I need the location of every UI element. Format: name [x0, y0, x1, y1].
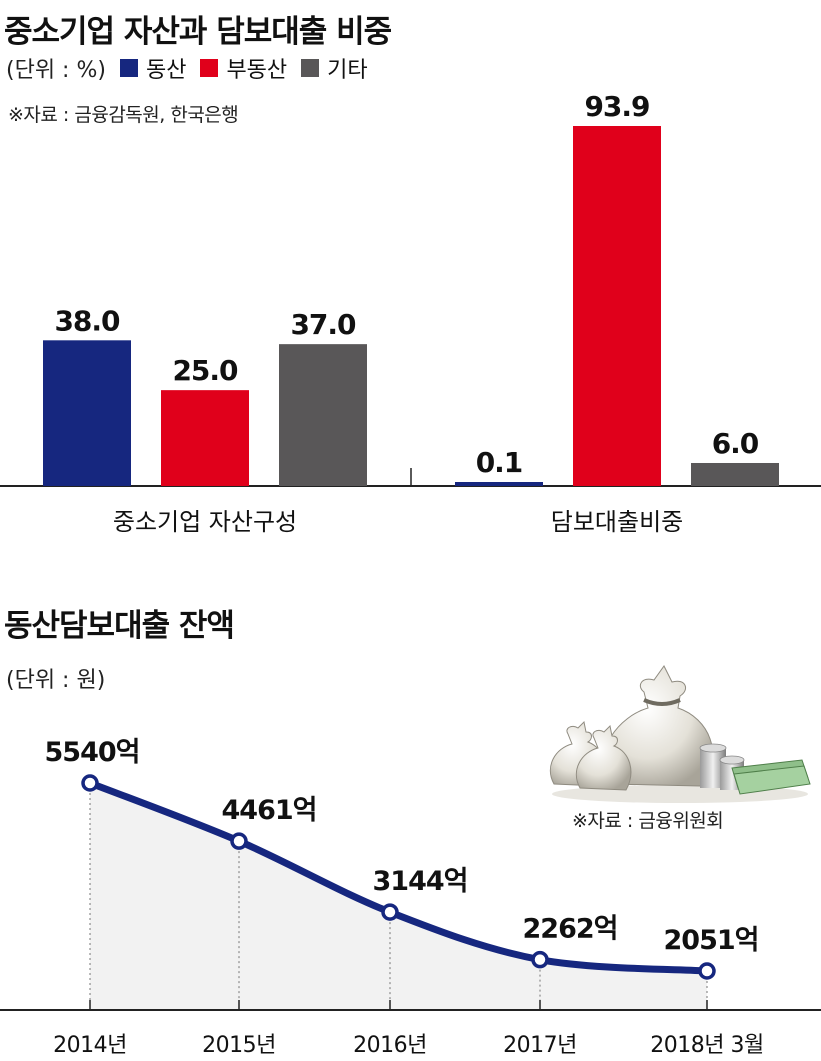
x-tick-label: 2014년	[53, 1033, 127, 1058]
x-tick-label: 2017년	[503, 1033, 577, 1058]
data-label: 2051억	[664, 925, 759, 956]
legend-label-movable: 동산	[145, 58, 187, 83]
chart1-legend: (단위 : %) 동산 부동산 기타	[6, 52, 368, 84]
bar-value-label: 0.1	[476, 446, 523, 479]
data-label: 2262억	[523, 914, 618, 945]
money-bags-illustration	[549, 665, 811, 803]
bar-value-label: 25.0	[172, 354, 238, 387]
category-label: 담보대출비중	[551, 508, 683, 536]
bar-0-1	[161, 390, 249, 486]
legend-swatch-other	[301, 59, 320, 77]
legend-item-other: 기타	[301, 52, 368, 84]
bar-chart: 38.0 25.0 37.0 중소기업 자산구성 0.1 93.9 6.0 담보대출비중	[0, 90, 821, 536]
data-point	[81, 774, 99, 792]
data-point	[381, 903, 399, 921]
legend-item-movable: 동산	[119, 52, 187, 84]
category-label: 중소기업 자산구성	[113, 508, 297, 536]
bar-value-label: 37.0	[290, 308, 356, 341]
bar-1-2	[691, 462, 779, 486]
legend-label-real-estate: 부동산	[226, 58, 288, 83]
bar-1-1	[573, 126, 661, 486]
bar-1-0	[455, 482, 543, 486]
area-fill	[90, 783, 707, 1010]
bar-0-0	[43, 340, 131, 486]
chart2-source: ※자료 : 금융위원회	[572, 810, 724, 832]
chart1-unit: (단위 : %)	[6, 58, 106, 83]
x-tick-label: 2015년	[202, 1033, 276, 1058]
bar-value-label: 93.9	[584, 90, 649, 123]
legend-label-other: 기타	[327, 58, 368, 83]
legend-swatch-movable	[119, 59, 138, 77]
data-label: 4461억	[222, 795, 317, 826]
data-point	[531, 950, 549, 969]
bar-value-label: 38.0	[54, 304, 120, 337]
bar-0-2	[279, 344, 367, 486]
line-chart: 5540억 2014년 4461억 2015년 3144억 2016년 2262억 2017년…	[0, 737, 821, 1058]
chart1-source: ※자료 : 금융감독원, 한국은행	[8, 104, 239, 126]
x-tick-label: 2018년 3월	[650, 1033, 763, 1058]
legend-swatch-real-estate	[200, 59, 219, 77]
data-label: 5540억	[45, 737, 140, 768]
data-point	[698, 962, 716, 980]
x-tick-label: 2016년	[353, 1033, 427, 1058]
data-point	[230, 832, 248, 850]
chart1-title: 중소기업 자산과 담보대출 비중	[4, 14, 392, 50]
data-label: 3144억	[373, 866, 468, 897]
chart2-title: 동산담보대출 잔액	[4, 608, 235, 644]
legend-item-real-estate: 부동산	[200, 52, 287, 84]
bar-value-label: 6.0	[712, 427, 759, 460]
chart2-unit: (단위 : 원)	[6, 668, 106, 693]
